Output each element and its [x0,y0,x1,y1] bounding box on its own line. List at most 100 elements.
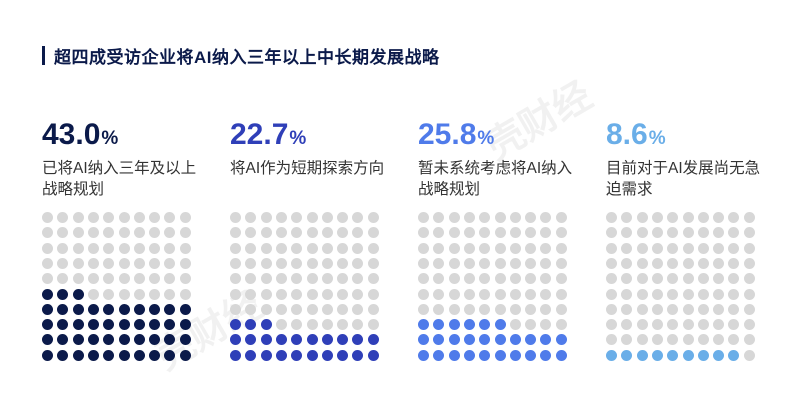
waffle-dot-empty [260,242,272,254]
waffle-dot-filled [230,349,241,361]
waffle-dot-empty [352,227,364,239]
waffle-dot-empty [179,273,191,285]
waffle-dot-empty [418,273,429,285]
waffle-dot-empty [291,227,303,239]
waffle-dot-empty [448,273,460,285]
waffle-dot-empty [509,212,521,223]
waffle-dot-filled [448,349,460,361]
waffle-dot-empty [713,212,725,223]
waffle-panel: 8.6% 目前对于AI发展尚无急迫需求 [606,120,781,200]
waffle-dot-filled [103,303,115,315]
waffle-dot-empty [540,319,552,331]
waffle-dot-empty [667,212,679,223]
waffle-dot-filled [682,349,694,361]
waffle-panel: 43.0% 已将AI纳入三年及以上战略规划 [42,120,217,200]
waffle-dot-filled [479,319,491,331]
waffle-dot-filled [555,349,567,361]
waffle-dot-empty [448,257,460,269]
waffle-dot-empty [72,257,84,269]
waffle-dot-empty [57,242,69,254]
waffle-dot-filled [540,334,552,346]
waffle-dot-empty [713,227,725,239]
waffle-dot-empty [337,212,349,223]
waffle-dot-empty [606,288,617,300]
waffle-dot-filled [103,319,115,331]
waffle-dot-empty [448,227,460,239]
waffle-dot-empty [494,242,506,254]
waffle-dot-empty [433,227,445,239]
waffle-dot-empty [743,349,755,361]
waffle-dot-empty [697,303,709,315]
waffle-dot-empty [275,303,287,315]
waffle-dot-filled [418,319,429,331]
waffle-dot-filled [118,334,130,346]
waffle-dot-empty [743,227,755,239]
waffle-dot-empty [606,319,617,331]
waffle-dot-empty [352,303,364,315]
waffle-dot-filled [448,334,460,346]
waffle-dot-empty [540,273,552,285]
waffle-dot-empty [230,303,241,315]
waffle-dot-empty [728,273,740,285]
waffle-dot-empty [697,273,709,285]
waffle-dot-filled [463,334,475,346]
waffle-dot-empty [606,334,617,346]
waffle-dot-empty [463,288,475,300]
waffle-dot-filled [651,349,663,361]
waffle-dot-empty [479,288,491,300]
waffle-dot-empty [367,273,379,285]
waffle-dot-empty [509,227,521,239]
waffle-dot-filled [87,334,99,346]
waffle-dot-empty [179,227,191,239]
waffle-dot-filled [179,319,191,331]
waffle-dot-filled [149,349,161,361]
waffle-dot-empty [164,212,176,223]
waffle-panel: 25.8% 暂未系统考虑将AI纳入战略规划 [418,120,593,200]
waffle-dot-empty [245,227,257,239]
waffle-dot-empty [682,257,694,269]
waffle-dot-filled [494,334,506,346]
waffle-dot-empty [321,288,333,300]
waffle-dot-empty [230,273,241,285]
waffle-dot-filled [42,319,53,331]
waffle-dot-filled [149,319,161,331]
waffle-dot-empty [540,288,552,300]
waffle-dot-empty [636,227,648,239]
waffle-dot-empty [260,212,272,223]
waffle-dot-empty [463,273,475,285]
waffle-dot-empty [87,227,99,239]
waffle-dot-empty [72,242,84,254]
waffle-dot-empty [494,273,506,285]
waffle-dot-filled [245,334,257,346]
waffle-dot-empty [525,242,537,254]
waffle-dot-empty [118,227,130,239]
waffle-dot-empty [728,303,740,315]
waffle-dot-empty [606,303,617,315]
waffle-dot-empty [667,288,679,300]
waffle-dot-empty [743,242,755,254]
waffle-dot-empty [728,288,740,300]
category-label: 目前对于AI发展尚无急迫需求 [606,160,761,198]
waffle-dot-filled [525,334,537,346]
title-text: 超四成受访企业将AI纳入三年以上中长期发展战略 [54,48,440,67]
waffle-dot-filled [133,334,145,346]
waffle-dot-empty [555,212,567,223]
waffle-dot-empty [57,273,69,285]
waffle-dot-empty [57,227,69,239]
waffle-dot-empty [525,273,537,285]
waffle-dot-empty [525,227,537,239]
waffle-dot-filled [448,319,460,331]
waffle-dot-empty [713,242,725,254]
waffle-dot-empty [306,303,318,315]
waffle-dot-empty [621,212,633,223]
waffle-dot-empty [743,257,755,269]
waffle-dot-filled [306,334,318,346]
waffle-dot-empty [463,227,475,239]
waffle-dot-empty [260,257,272,269]
waffle-dot-empty [103,273,115,285]
waffle-dot-empty [682,334,694,346]
waffle-dot-filled [72,334,84,346]
waffle-dot-filled [606,349,617,361]
waffle-dot-filled [133,303,145,315]
waffle-dot-empty [713,257,725,269]
